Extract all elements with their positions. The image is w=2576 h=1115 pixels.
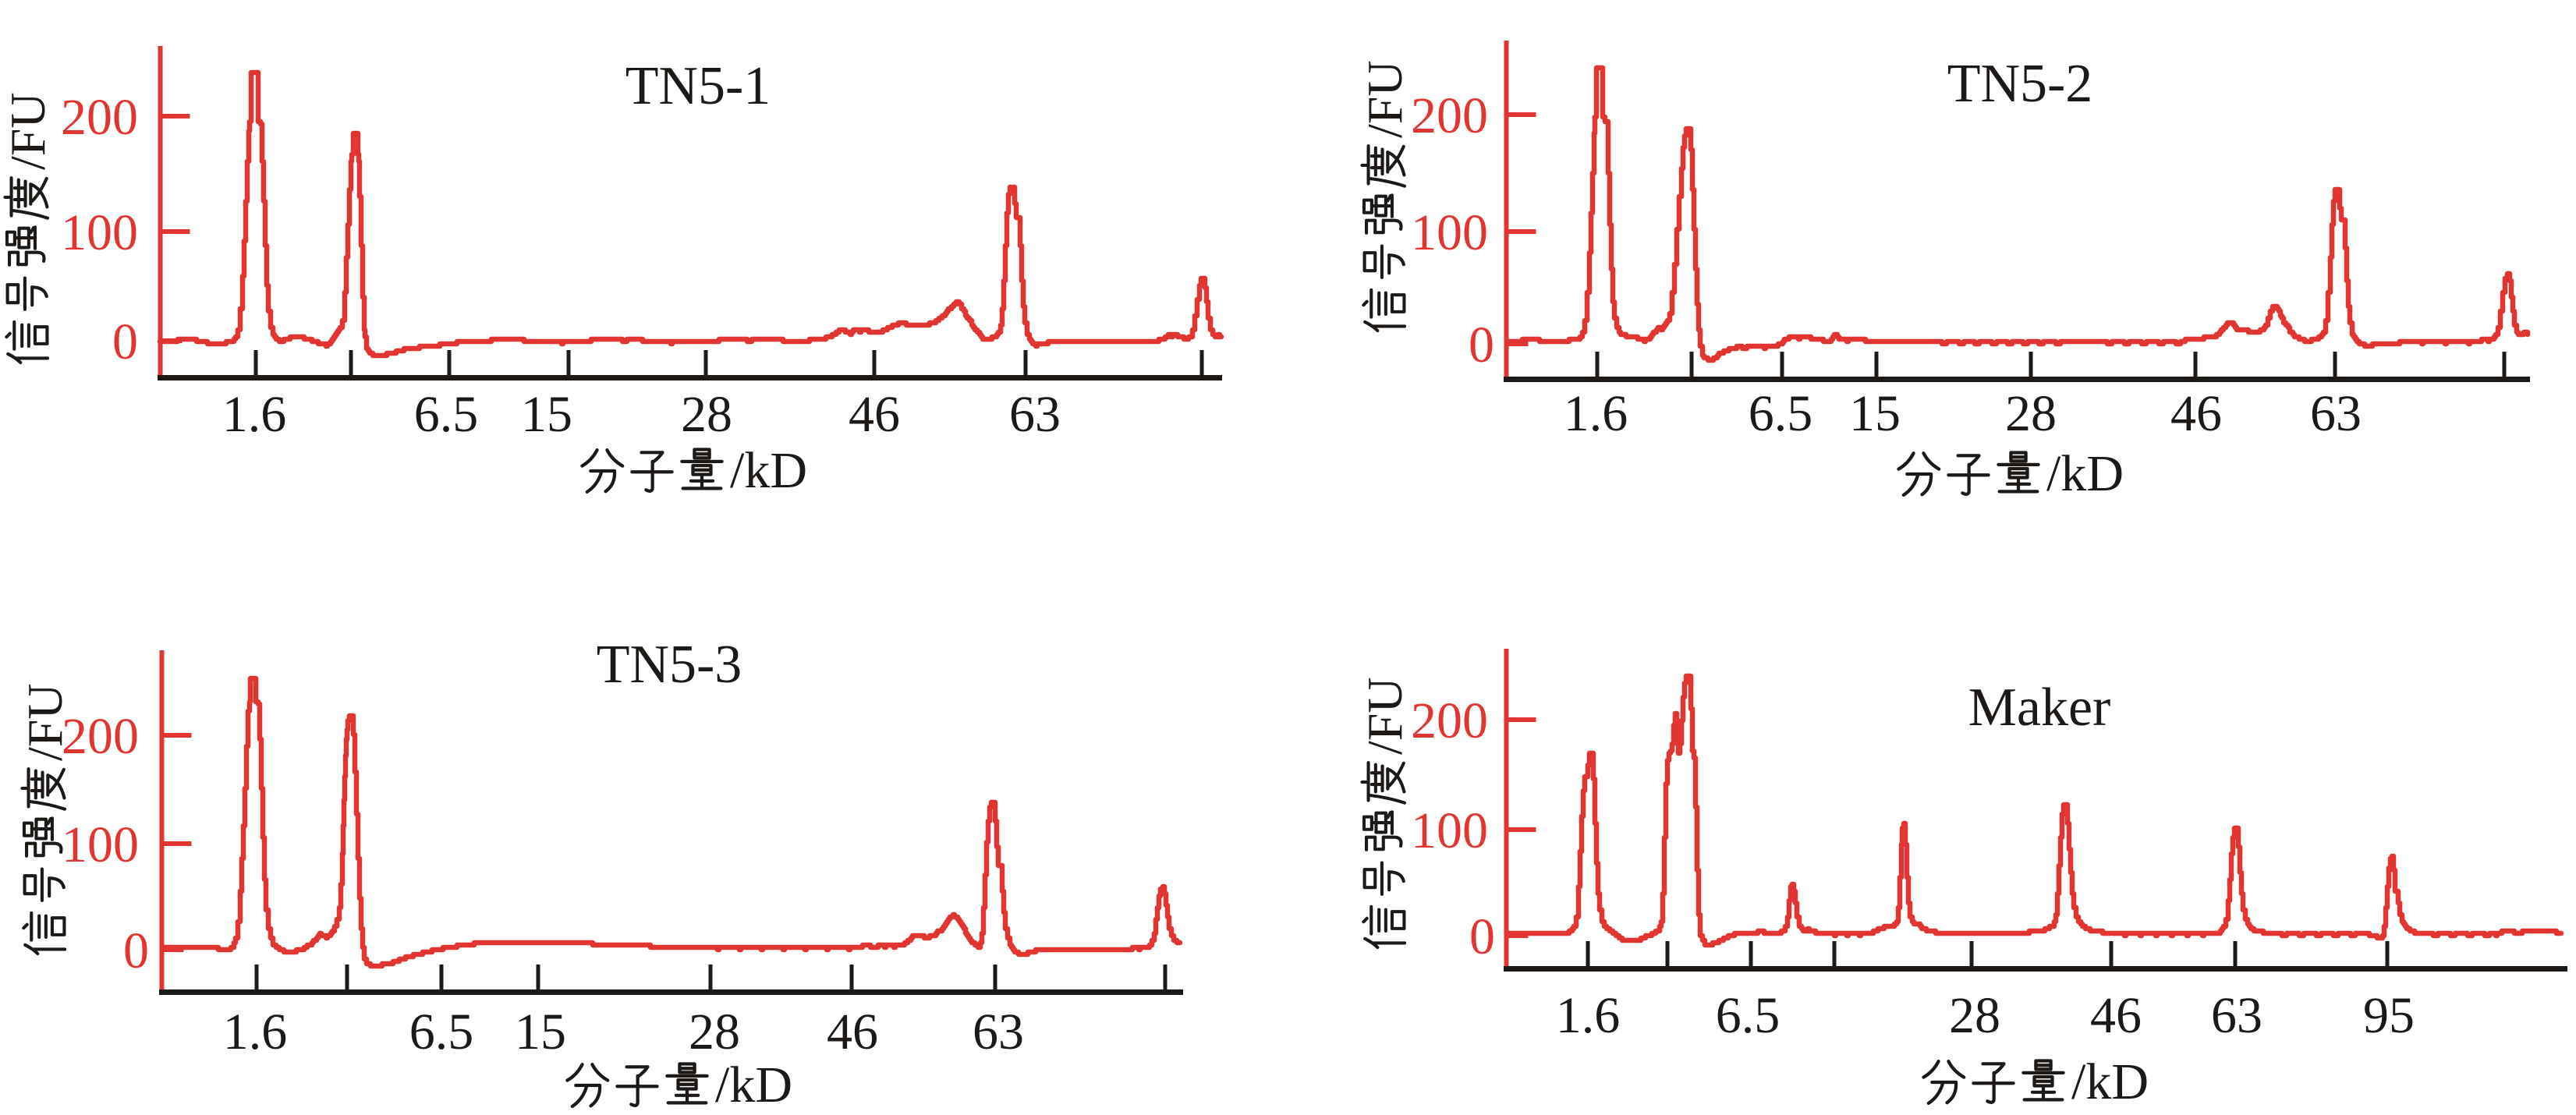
svg-text:28: 28 xyxy=(689,1004,740,1060)
svg-text:95: 95 xyxy=(2363,987,2415,1044)
svg-text:/FU: /FU xyxy=(1357,60,1412,138)
svg-text:0: 0 xyxy=(123,922,149,979)
svg-text:/kD: /kD xyxy=(2046,445,2124,502)
svg-text:0: 0 xyxy=(1469,908,1495,965)
svg-text:1.6: 1.6 xyxy=(223,1004,288,1060)
svg-text:1.6: 1.6 xyxy=(222,386,287,443)
svg-text:15: 15 xyxy=(515,1004,566,1060)
svg-text:1.6: 1.6 xyxy=(1564,385,1628,442)
svg-text:46: 46 xyxy=(827,1004,878,1060)
svg-text:63: 63 xyxy=(973,1004,1024,1060)
svg-text:28: 28 xyxy=(681,386,732,443)
svg-text:6.5: 6.5 xyxy=(409,1004,474,1060)
svg-text:TN5-2: TN5-2 xyxy=(1947,54,2093,114)
svg-text:Maker: Maker xyxy=(1968,678,2111,738)
svg-text:200: 200 xyxy=(62,708,139,765)
svg-text:/FU: /FU xyxy=(0,92,55,170)
svg-text:46: 46 xyxy=(849,386,900,443)
svg-text:0: 0 xyxy=(1469,317,1494,373)
svg-text:200: 200 xyxy=(61,89,138,146)
svg-text:100: 100 xyxy=(62,816,139,873)
svg-text:200: 200 xyxy=(1411,692,1488,749)
svg-text:28: 28 xyxy=(1949,987,2000,1044)
svg-text:100: 100 xyxy=(61,204,138,261)
svg-text:100: 100 xyxy=(1411,204,1488,261)
svg-text:6.5: 6.5 xyxy=(1716,987,1781,1044)
svg-text:TN5-1: TN5-1 xyxy=(625,56,771,116)
svg-text:200: 200 xyxy=(1411,87,1488,144)
svg-text:/kD: /kD xyxy=(2071,1053,2149,1110)
svg-text:63: 63 xyxy=(2211,987,2262,1044)
svg-text:100: 100 xyxy=(1411,802,1488,859)
svg-text:15: 15 xyxy=(1849,385,1901,442)
svg-text:46: 46 xyxy=(2090,987,2142,1044)
svg-text:TN5-3: TN5-3 xyxy=(597,635,742,695)
svg-text:/FU: /FU xyxy=(17,683,73,761)
svg-text:/kD: /kD xyxy=(730,442,807,499)
svg-text:6.5: 6.5 xyxy=(1749,385,1813,442)
svg-text:1.6: 1.6 xyxy=(1556,987,1621,1044)
svg-text:63: 63 xyxy=(1009,386,1061,443)
svg-text:46: 46 xyxy=(2170,385,2222,442)
svg-text:28: 28 xyxy=(2005,385,2057,442)
svg-text:0: 0 xyxy=(112,313,138,370)
svg-text:/FU: /FU xyxy=(1357,677,1412,755)
svg-text:6.5: 6.5 xyxy=(414,386,479,443)
svg-text:63: 63 xyxy=(2310,385,2362,442)
svg-text:/kD: /kD xyxy=(715,1057,792,1113)
svg-text:15: 15 xyxy=(521,386,572,443)
